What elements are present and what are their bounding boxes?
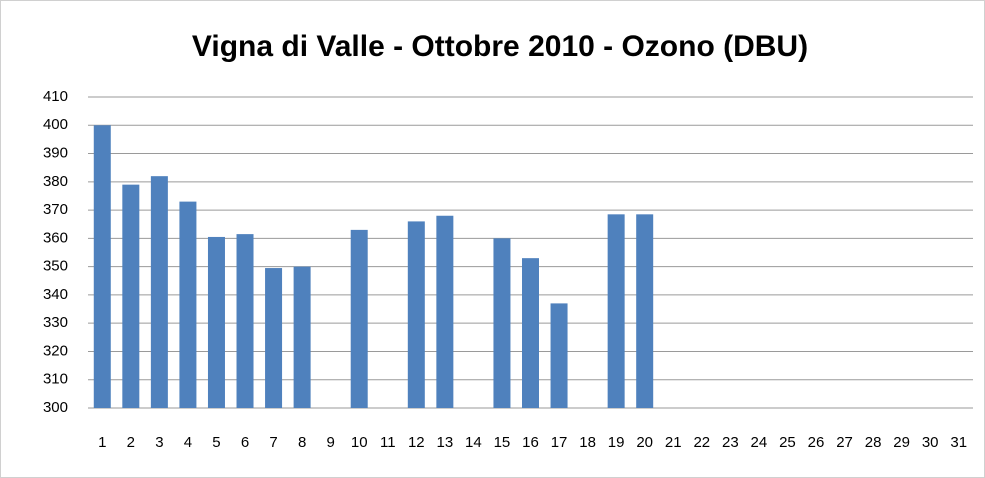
y-tick-label: 310 — [43, 371, 68, 388]
x-tick-label: 17 — [551, 434, 568, 451]
y-tick-label: 340 — [43, 286, 68, 303]
x-tick-label: 7 — [269, 434, 277, 451]
bar — [93, 125, 111, 408]
x-tick-label: 1 — [98, 434, 106, 451]
bar — [607, 214, 625, 408]
bar — [293, 266, 311, 408]
x-tick-label: 22 — [693, 434, 710, 451]
x-tick-label: 15 — [494, 434, 511, 451]
x-tick-label: 25 — [779, 434, 796, 451]
x-tick-label: 30 — [922, 434, 939, 451]
bar — [436, 215, 454, 408]
y-tick-label: 300 — [43, 399, 68, 416]
x-tick-label: 8 — [298, 434, 306, 451]
y-tick-label: 410 — [43, 88, 68, 105]
x-tick-label: 31 — [950, 434, 967, 451]
x-tick-label: 6 — [241, 434, 249, 451]
x-tick-label: 19 — [608, 434, 625, 451]
x-tick-label: 29 — [893, 434, 910, 451]
bar — [150, 176, 168, 408]
y-tick-label: 330 — [43, 314, 68, 331]
y-tick-label: 400 — [43, 116, 68, 133]
y-tick-label: 320 — [43, 342, 68, 359]
x-tick-label: 21 — [665, 434, 682, 451]
x-tick-label: 2 — [127, 434, 135, 451]
y-tick-label: 390 — [43, 145, 68, 162]
x-tick-label: 20 — [636, 434, 653, 451]
y-tick-label: 360 — [43, 229, 68, 246]
x-tick-label: 23 — [722, 434, 739, 451]
bar — [522, 258, 539, 408]
x-tick-label: 3 — [155, 434, 163, 451]
y-tick-label: 370 — [43, 201, 68, 218]
bar — [122, 184, 140, 408]
x-tick-label: 5 — [212, 434, 220, 451]
x-tick-label: 24 — [751, 434, 768, 451]
x-tick-label: 16 — [522, 434, 539, 451]
y-tick-label: 380 — [43, 173, 68, 190]
x-tick-label: 10 — [351, 434, 368, 451]
x-tick-label: 9 — [326, 434, 334, 451]
bar — [350, 229, 368, 408]
x-tick-label: 14 — [465, 434, 482, 451]
bar — [265, 268, 283, 408]
bar — [236, 234, 254, 408]
bar — [207, 236, 225, 408]
x-tick-label: 18 — [579, 434, 596, 451]
bar — [636, 214, 654, 408]
x-tick-label: 13 — [437, 434, 454, 451]
bar — [179, 201, 197, 408]
bar — [407, 221, 425, 408]
chart-title: Vigna di Valle - Ottobre 2010 - Ozono (D… — [192, 30, 808, 63]
x-tick-label: 4 — [184, 434, 192, 451]
x-tick-label: 27 — [836, 434, 853, 451]
x-tick-label: 11 — [380, 434, 396, 451]
y-tick-label: 350 — [43, 258, 68, 275]
x-tick-label: 26 — [808, 434, 825, 451]
x-tick-label: 12 — [408, 434, 425, 451]
x-tick-label: 28 — [865, 434, 882, 451]
bar — [550, 303, 568, 408]
bar — [493, 238, 511, 408]
